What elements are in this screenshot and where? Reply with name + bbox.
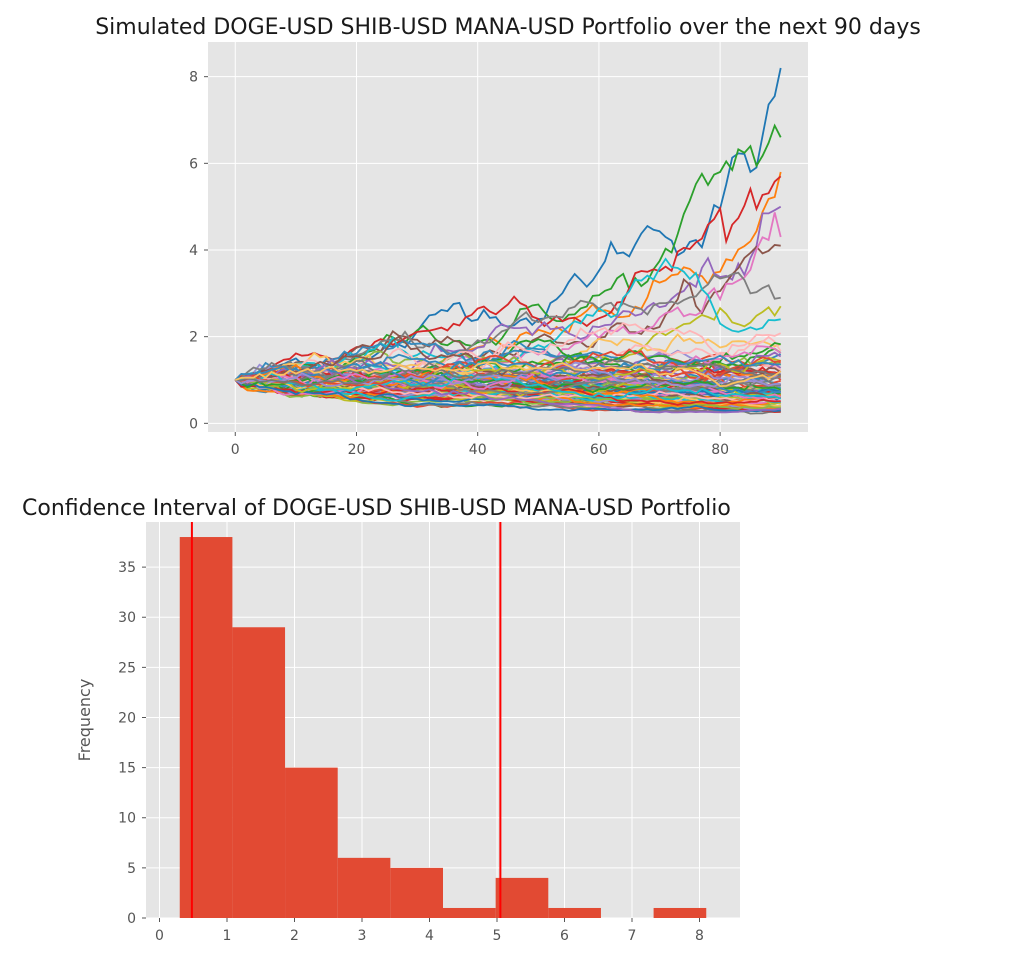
simulation-path (234, 379, 781, 413)
bottom-y-tick-label: 30 (118, 610, 136, 626)
top-x-tick-label: 20 (348, 442, 366, 458)
top-y-tick-label: 6 (189, 156, 198, 172)
histogram-bar (337, 857, 391, 918)
histogram-bar (548, 907, 601, 918)
bottom-y-tick-label: 35 (118, 560, 136, 576)
simulation-path (234, 368, 781, 406)
histogram-bar (390, 867, 443, 918)
top-x-tick-label: 80 (711, 442, 729, 458)
bottom-x-tick-label: 8 (695, 928, 704, 944)
bottom-x-tick-label: 3 (358, 928, 367, 944)
top-y-tick-label: 2 (189, 330, 198, 346)
top-y-tick-label: 0 (189, 416, 198, 432)
top-y-tick-labels: 0 2 4 6 8 (189, 70, 208, 432)
bottom-x-tick-labels: 0 1 2 3 4 5 6 7 8 (155, 918, 704, 944)
top-chart-title: Simulated DOGE-USD SHIB-USD MANA-USD Por… (95, 15, 921, 40)
bottom-y-tick-labels: 0 5 10 15 20 25 30 35 (118, 560, 146, 927)
y-axis-label: Frequency (75, 679, 94, 762)
bottom-y-tick-label: 15 (118, 761, 136, 777)
simulation-path (235, 348, 781, 388)
simulation-path (234, 362, 781, 388)
histogram-bar (232, 627, 286, 918)
bottom-x-tick-label: 1 (223, 928, 232, 944)
top-y-tick-label: 4 (189, 243, 198, 259)
bottom-y-tick-label: 5 (127, 861, 136, 877)
bottom-chart-title: Confidence Interval of DOGE-USD SHIB-USD… (22, 496, 731, 521)
bottom-x-tick-label: 4 (425, 928, 434, 944)
bottom-x-tick-label: 7 (628, 928, 637, 944)
bottom-x-tick-label: 5 (493, 928, 502, 944)
histogram-bar (285, 767, 338, 918)
simulation-path (235, 335, 782, 382)
histogram-bar (179, 537, 233, 918)
bottom-y-tick-label: 25 (118, 660, 136, 676)
simulation-path (235, 368, 782, 391)
confidence-lines (190, 522, 502, 918)
top-grid (208, 42, 808, 432)
simulation-path (234, 376, 781, 410)
bottom-y-tick-label: 20 (118, 710, 136, 726)
confidence-histogram: Confidence Interval of DOGE-USD SHIB-USD… (22, 496, 740, 944)
simulation-path (235, 358, 781, 387)
top-x-tick-label: 60 (590, 442, 608, 458)
histogram-bar (443, 907, 496, 918)
simulation-line-chart: Simulated DOGE-USD SHIB-USD MANA-USD Por… (95, 15, 921, 458)
bottom-x-tick-label: 0 (155, 928, 164, 944)
top-x-tick-labels: 0 20 40 60 80 (231, 432, 729, 458)
top-x-tick-label: 40 (469, 442, 487, 458)
bottom-y-tick-label: 0 (127, 911, 136, 927)
bottom-y-tick-label: 10 (118, 811, 136, 827)
simulation-path (235, 373, 782, 400)
bottom-x-tick-label: 2 (290, 928, 299, 944)
bottom-grid (146, 522, 740, 919)
top-y-tick-label: 8 (189, 70, 198, 86)
histogram-bars (179, 537, 707, 918)
top-series-lines (234, 67, 782, 415)
simulation-path (235, 361, 782, 388)
histogram-bar (495, 877, 549, 918)
bottom-x-tick-label: 6 (560, 928, 569, 944)
histogram-bar (653, 907, 707, 918)
top-x-tick-label: 0 (231, 442, 240, 458)
